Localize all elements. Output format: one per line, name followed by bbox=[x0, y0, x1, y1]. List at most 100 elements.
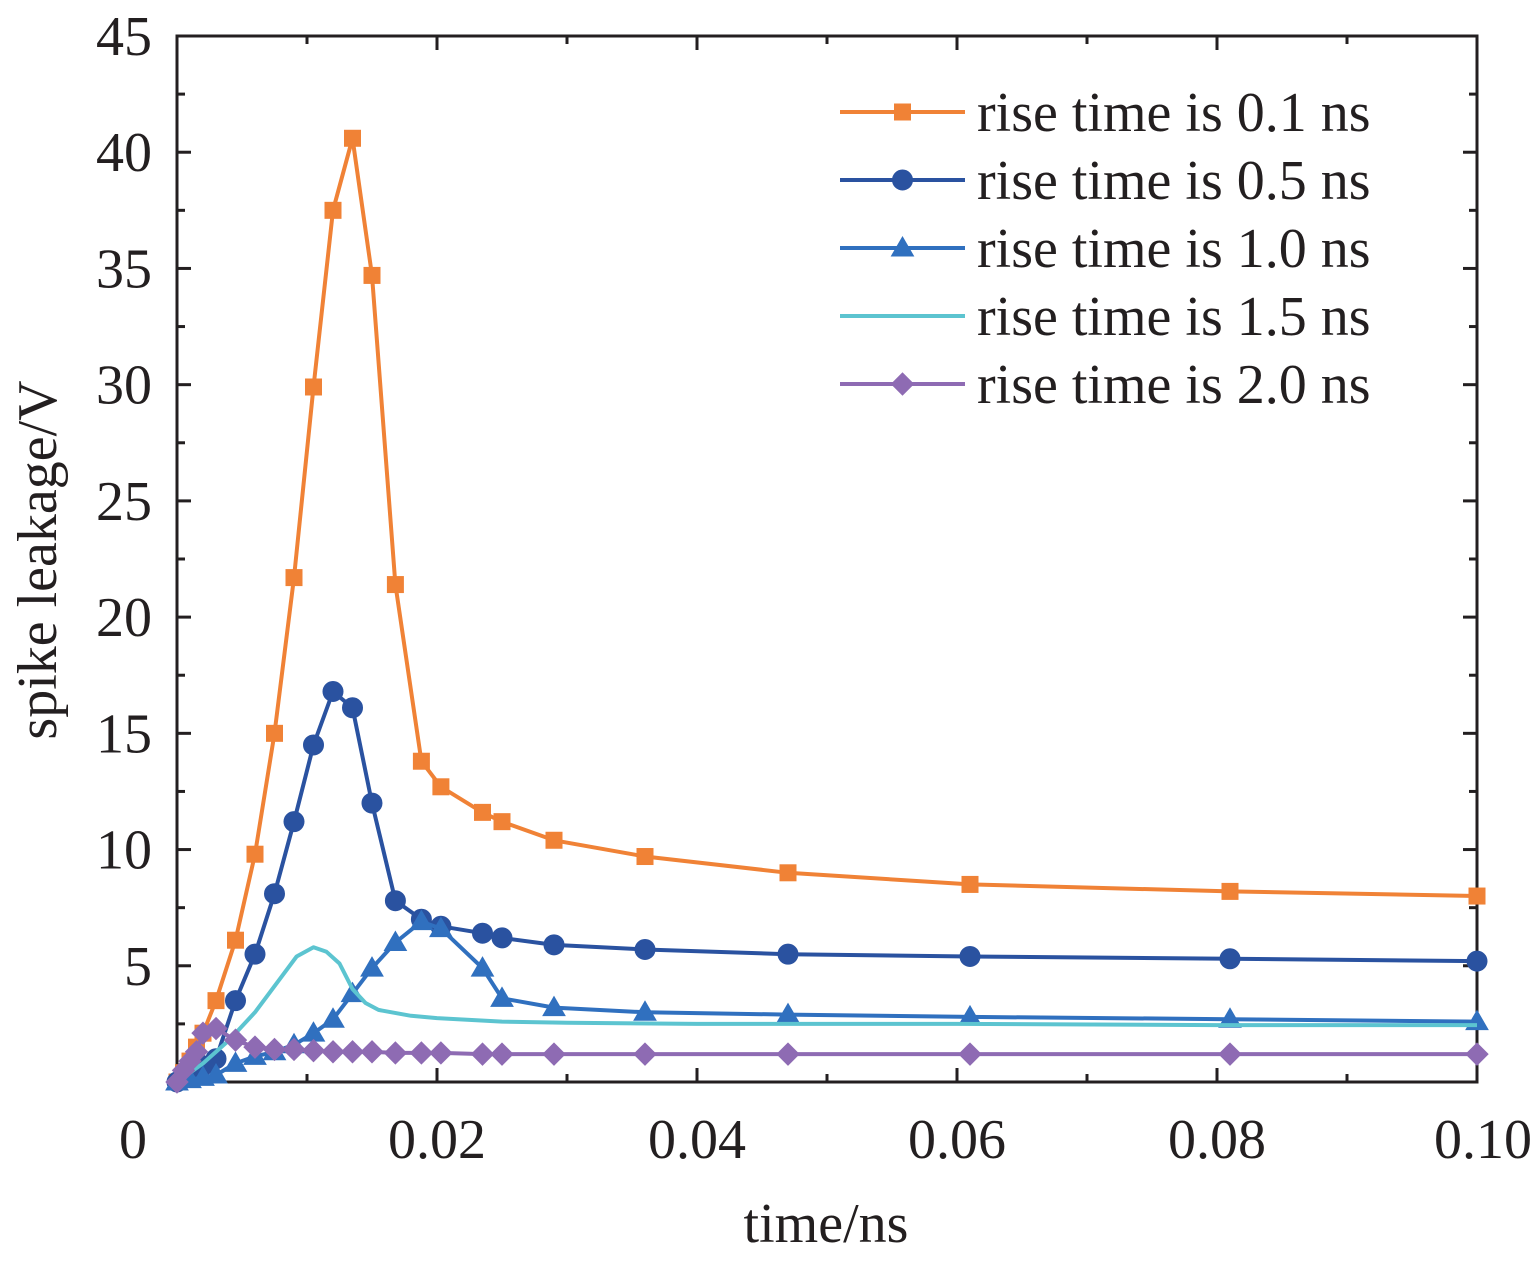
data-point-triangle bbox=[633, 1000, 657, 1021]
data-point-square bbox=[432, 778, 450, 796]
data-point-square bbox=[1221, 882, 1239, 900]
data-point-square bbox=[363, 266, 381, 284]
data-point-circle bbox=[322, 680, 344, 702]
data-point-diamond bbox=[490, 1042, 514, 1066]
data-point-circle bbox=[225, 990, 246, 1012]
data-point-diamond bbox=[409, 1041, 434, 1065]
data-point-diamond bbox=[958, 1042, 982, 1066]
data-point-diamond bbox=[223, 1028, 248, 1052]
data-point-diamond bbox=[470, 1042, 495, 1066]
y-axis: 5 10 15 20 25 30 35 40 45 bbox=[96, 6, 1477, 1084]
data-point-diamond bbox=[340, 1040, 365, 1064]
data-point-square bbox=[324, 201, 342, 219]
x-axis-title: time/ns bbox=[744, 1193, 909, 1255]
x-tick-label: 0.04 bbox=[648, 1109, 746, 1171]
data-point-square bbox=[493, 813, 511, 831]
x-tick-label: 0.08 bbox=[1168, 1109, 1266, 1171]
data-point-diamond bbox=[383, 1041, 408, 1065]
legend-item: rise time is 1.5 ns bbox=[840, 286, 1371, 348]
data-point-diamond bbox=[1218, 1042, 1242, 1066]
data-point-triangle bbox=[383, 930, 408, 952]
y-tick-label: 5 bbox=[124, 936, 152, 998]
x-tick-label: 0.10 bbox=[1434, 1109, 1532, 1171]
y-tick-label: 30 bbox=[96, 355, 152, 417]
data-point-square bbox=[894, 103, 911, 121]
data-point-circle bbox=[361, 792, 383, 814]
legend-label: rise time is 2.0 ns bbox=[977, 354, 1371, 416]
series-2 bbox=[166, 680, 1488, 1093]
data-point-square bbox=[545, 831, 563, 849]
data-point-circle bbox=[244, 943, 266, 965]
data-point-triangle bbox=[301, 1021, 326, 1042]
data-point-triangle bbox=[490, 986, 514, 1007]
data-point-diamond bbox=[360, 1040, 384, 1064]
legend-item: rise time is 0.1 ns bbox=[840, 82, 1371, 144]
y-axis-title: spike leakage/V bbox=[7, 380, 69, 739]
data-point-square bbox=[285, 569, 303, 587]
y-tick-label: 25 bbox=[96, 471, 152, 533]
series-line bbox=[175, 945, 1477, 1084]
data-point-circle bbox=[543, 934, 565, 956]
data-point-triangle bbox=[1218, 1007, 1242, 1028]
data-point-circle bbox=[283, 811, 305, 833]
data-point-circle bbox=[384, 890, 406, 912]
data-point-triangle bbox=[470, 956, 495, 977]
legend-label: rise time is 0.5 ns bbox=[977, 150, 1371, 212]
x-tick-label: 0 bbox=[119, 1109, 147, 1171]
data-point-circle bbox=[472, 922, 493, 944]
data-point-square bbox=[227, 931, 244, 949]
data-point-square bbox=[779, 864, 797, 882]
data-point-circle bbox=[892, 169, 913, 191]
y-tick-label: 45 bbox=[96, 6, 152, 68]
data-point-triangle bbox=[321, 1007, 345, 1028]
x-axis: 0 0.02 0.04 0.06 0.08 0.10 bbox=[119, 36, 1532, 1171]
y-tick-label: 40 bbox=[96, 122, 152, 184]
data-point-square bbox=[961, 875, 979, 893]
data-point-diamond bbox=[321, 1040, 345, 1064]
legend-item: rise time is 2.0 ns bbox=[840, 354, 1371, 416]
series-layer bbox=[165, 129, 1489, 1094]
data-point-triangle bbox=[409, 909, 434, 931]
legend-item: rise time is 1.0 ns bbox=[840, 218, 1371, 280]
data-point-diamond bbox=[204, 1016, 228, 1041]
data-point-triangle bbox=[429, 916, 453, 938]
data-point-circle bbox=[959, 945, 981, 967]
data-point-circle bbox=[634, 939, 656, 961]
data-point-circle bbox=[342, 697, 363, 719]
legend-item: rise time is 0.5 ns bbox=[840, 150, 1371, 212]
data-point-diamond bbox=[184, 1040, 209, 1064]
y-tick-label: 10 bbox=[96, 820, 152, 882]
data-point-diamond bbox=[776, 1042, 800, 1066]
data-point-diamond bbox=[301, 1038, 326, 1063]
y-tick-label: 15 bbox=[96, 703, 152, 765]
data-point-diamond bbox=[1465, 1042, 1489, 1066]
data-point-square bbox=[386, 576, 404, 594]
data-point-square bbox=[246, 845, 264, 863]
data-point-square bbox=[412, 752, 430, 770]
legend-label: rise time is 0.1 ns bbox=[977, 82, 1371, 144]
data-point-triangle bbox=[223, 1051, 248, 1072]
x-tick-label: 0.06 bbox=[908, 1109, 1006, 1171]
data-point-diamond bbox=[429, 1041, 453, 1065]
data-point-circle bbox=[777, 943, 799, 965]
data-point-triangle bbox=[890, 236, 915, 257]
legend-label: rise time is 1.0 ns bbox=[977, 218, 1371, 280]
data-point-triangle bbox=[542, 995, 566, 1017]
data-point-diamond bbox=[282, 1037, 306, 1062]
data-point-square bbox=[207, 992, 225, 1010]
legend-label: rise time is 1.5 ns bbox=[977, 286, 1371, 348]
data-point-square bbox=[636, 848, 654, 866]
series-5 bbox=[165, 1016, 1489, 1094]
series-4 bbox=[175, 945, 1477, 1084]
data-point-circle bbox=[1219, 948, 1241, 970]
x-tick-label: 0.02 bbox=[388, 1109, 486, 1171]
data-point-diamond bbox=[542, 1042, 566, 1066]
data-point-circle bbox=[1466, 950, 1488, 972]
data-point-diamond bbox=[243, 1035, 267, 1059]
data-point-square bbox=[266, 724, 283, 742]
data-point-circle bbox=[264, 883, 285, 905]
y-tick-label: 35 bbox=[96, 238, 152, 300]
data-point-square bbox=[1468, 887, 1486, 905]
